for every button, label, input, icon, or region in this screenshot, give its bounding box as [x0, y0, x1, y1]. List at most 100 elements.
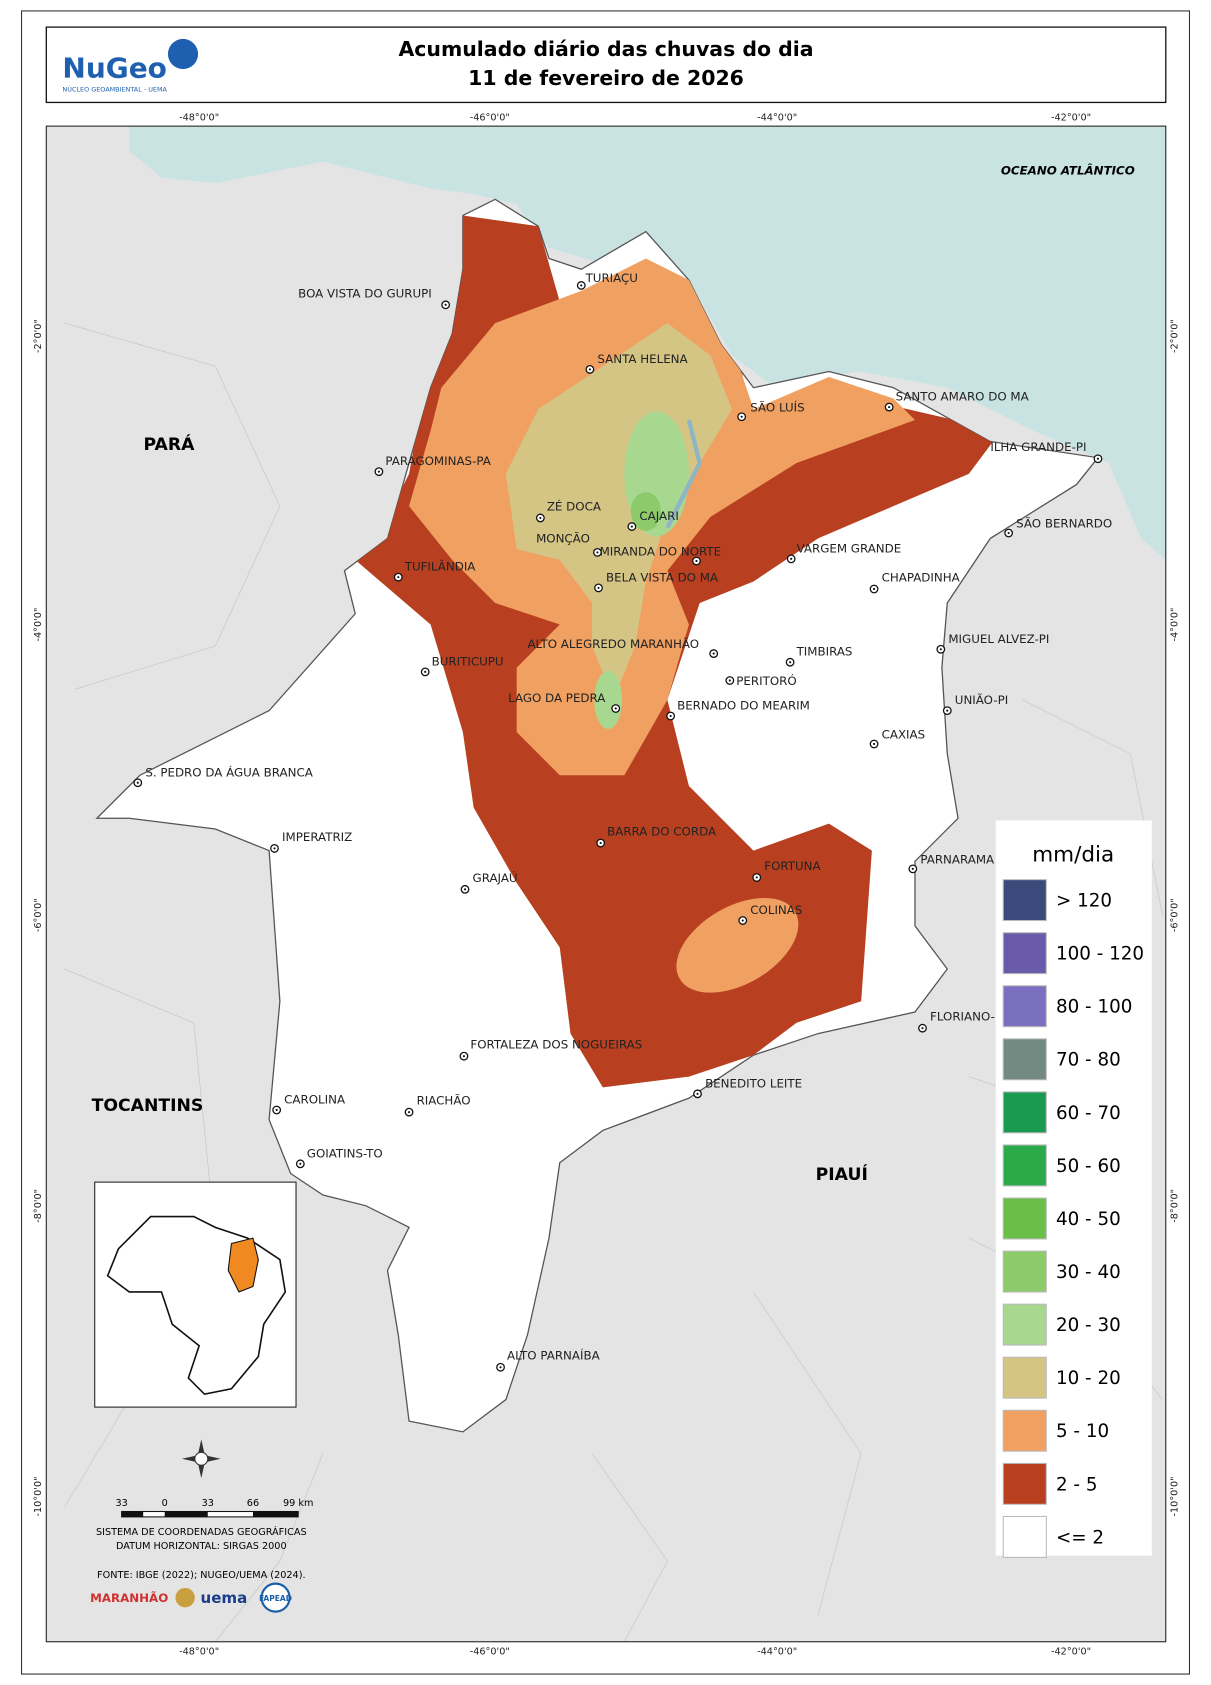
- inset-maranhao: [227, 1237, 259, 1293]
- grid-label: -44°0'0": [757, 113, 797, 124]
- city-dot-center: [407, 1111, 411, 1114]
- scale-label: 0: [162, 1498, 168, 1509]
- legend-label: 60 - 70: [1056, 1103, 1121, 1124]
- legend-label: 30 - 40: [1056, 1262, 1121, 1283]
- logo-fapead-ring: [260, 1582, 291, 1613]
- outer-frame: [20, 10, 1191, 1675]
- legend-swatch: [1002, 1091, 1047, 1134]
- note: FONTE: IBGE (2022); NUGEO/UEMA (2024).: [97, 1570, 306, 1581]
- legend-label: 20 - 30: [1056, 1315, 1121, 1336]
- legend-title: mm/dia: [1032, 842, 1114, 867]
- city-label: ILHA GRANDE-PI: [990, 440, 1086, 454]
- cities: TURIAÇU BOA VISTA DO GURUPI SANTA HELENA SÃ…: [133, 271, 1112, 1372]
- city-dot-center: [444, 303, 447, 306]
- legend-swatch: [1002, 1038, 1047, 1081]
- city-label: PERITORÓ: [736, 673, 796, 688]
- grid-label: -42°0'0": [1051, 1647, 1091, 1658]
- legend-label: 5 - 10: [1056, 1421, 1109, 1442]
- city-label: SANTA HELENA: [597, 352, 687, 366]
- city-label: CHAPADINHA: [882, 570, 960, 584]
- city-label: VARGEM GRANDE: [797, 541, 902, 555]
- grid-label: -8°0'0": [1170, 1189, 1181, 1223]
- city-dot-center: [599, 841, 602, 845]
- scale-bar: 33 0 33 66 99 km: [115, 1498, 313, 1518]
- header-box: [45, 26, 1167, 104]
- legend-swatch: [1002, 1409, 1047, 1452]
- city-label: BENEDITO LEITE: [705, 1076, 802, 1090]
- city-label: LAGO DA PEDRA: [508, 691, 605, 705]
- legend-label: 40 - 50: [1056, 1209, 1121, 1230]
- city-dot-center: [424, 670, 427, 673]
- city-dot-center: [588, 368, 591, 371]
- logo-maranhao: MARANHÃO: [90, 1590, 168, 1605]
- city-label: TUFILÂNDIA: [404, 559, 476, 574]
- city-label: ALTO ALEGREDO MARANHÃO: [527, 636, 699, 651]
- grid-label: -6°0'0": [33, 898, 44, 932]
- city-dot-center: [275, 1108, 278, 1112]
- city-label: CAXIAS: [882, 728, 926, 742]
- city-label: FORTUNA: [764, 859, 820, 873]
- city-dot-center: [462, 1055, 466, 1058]
- grid-label: -48°0'0": [179, 1647, 219, 1658]
- city-label: ALTO PARNAÍBA: [507, 1348, 600, 1363]
- ocean: [129, 126, 1166, 560]
- map-frame: [45, 125, 1167, 1643]
- title: Acumulado diário das chuvas do dia: [398, 37, 813, 61]
- city-dot-center: [789, 661, 792, 664]
- city-label: BOA VISTA DO GURUPI: [298, 286, 432, 300]
- legend-label: 2 - 5: [1056, 1474, 1097, 1495]
- city-label: SANTO AMARO DO MA: [896, 390, 1029, 404]
- grid-label: -44°0'0": [757, 1647, 797, 1658]
- zone-5-10: [676, 897, 799, 993]
- logo-fapead: FAPEAD: [259, 1594, 292, 1603]
- city-label: BERNADO DO MEARIM: [677, 699, 810, 713]
- city-dot-center: [790, 557, 793, 560]
- ocean-label: OCEANO ATLÂNTICO: [1001, 163, 1135, 178]
- city-dot-center: [939, 648, 942, 651]
- legend-swatch: [1002, 985, 1047, 1028]
- legend-swatch: [1002, 1250, 1047, 1293]
- city-dot-center: [921, 1027, 924, 1030]
- zone-30-40: [630, 492, 661, 531]
- city-label: MIRANDA DO NORTE: [600, 545, 722, 559]
- region-label: TOCANTINS: [92, 1096, 204, 1116]
- city-dot-center: [299, 1162, 302, 1165]
- city-dot-center: [630, 525, 633, 528]
- city-label: SÃO LUÍS: [750, 399, 804, 414]
- city-dot-center: [1096, 457, 1100, 460]
- legend-label: 70 - 80: [1056, 1050, 1121, 1071]
- city-dot-center: [755, 876, 758, 879]
- city-label: ZÉ DOCA: [547, 498, 601, 513]
- city-dot-center: [695, 559, 698, 563]
- inset-map: [94, 1181, 297, 1408]
- grid-label: -4°0'0": [1170, 608, 1181, 642]
- legend-label: <= 2: [1056, 1527, 1104, 1548]
- city-dot-center: [888, 406, 891, 409]
- legend-swatch: [1002, 1515, 1047, 1558]
- grid-label: -48°0'0": [179, 113, 219, 124]
- city-dot-center: [740, 415, 743, 418]
- city-label: BURITICUPU: [432, 654, 504, 668]
- rain-zones: [355, 215, 1002, 1088]
- city-dot-center: [377, 470, 380, 473]
- city-label: CAROLINA: [284, 1093, 345, 1107]
- city-dot-center: [597, 586, 600, 589]
- city-label: BELA VISTA DO MA: [606, 570, 718, 584]
- grid-label: -8°0'0": [33, 1189, 44, 1223]
- region-label: PIAUÍ: [816, 1163, 868, 1185]
- legend: mm/dia > 120 100 - 120 80 - 100 70 - 80 60 -…: [995, 820, 1152, 1558]
- city-dot-center: [728, 679, 731, 682]
- city-dot-center: [596, 551, 599, 554]
- city-dot-center: [911, 867, 914, 870]
- city-label: UNIÃO-PI: [955, 692, 1008, 707]
- grid-label: -6°0'0": [1170, 898, 1181, 932]
- city-dot-center: [499, 1366, 502, 1369]
- note: DATUM HORIZONTAL: SIRGAS 2000: [116, 1541, 287, 1552]
- legend-swatch: [1002, 1144, 1047, 1187]
- city-label: IMPERATRIZ: [282, 830, 352, 844]
- logo: NuGeo: [62, 52, 166, 85]
- city-dot-center: [872, 587, 876, 591]
- city-dot-center: [539, 516, 542, 520]
- legend-swatch: [1002, 1462, 1047, 1505]
